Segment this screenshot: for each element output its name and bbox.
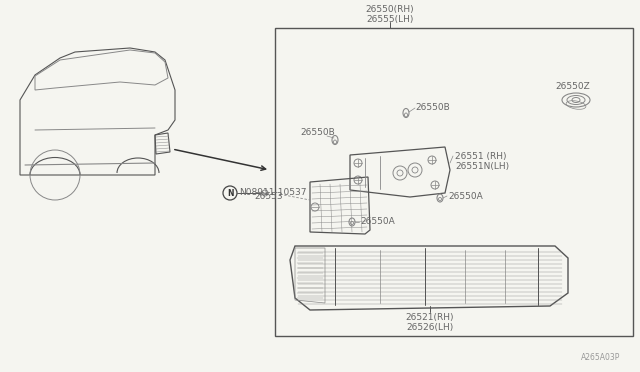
Text: 26551 (RH)
26551N(LH): 26551 (RH) 26551N(LH) [455,152,509,171]
Text: N: N [227,189,233,198]
Text: 26553: 26553 [254,192,283,201]
Text: A265A03P: A265A03P [580,353,620,362]
Text: 26550A: 26550A [360,217,395,226]
Text: 26550Z: 26550Z [555,82,589,91]
Bar [275,28,633,336]
Text: 26550B: 26550B [415,103,450,112]
Text: 26550(RH)
26555(LH): 26550(RH) 26555(LH) [365,5,414,25]
Text: N08911-10537: N08911-10537 [239,188,307,197]
Text: 26521(RH)
26526(LH): 26521(RH) 26526(LH) [406,313,454,333]
Text: 26550B: 26550B [300,128,335,137]
Text: 26550A: 26550A [448,192,483,201]
